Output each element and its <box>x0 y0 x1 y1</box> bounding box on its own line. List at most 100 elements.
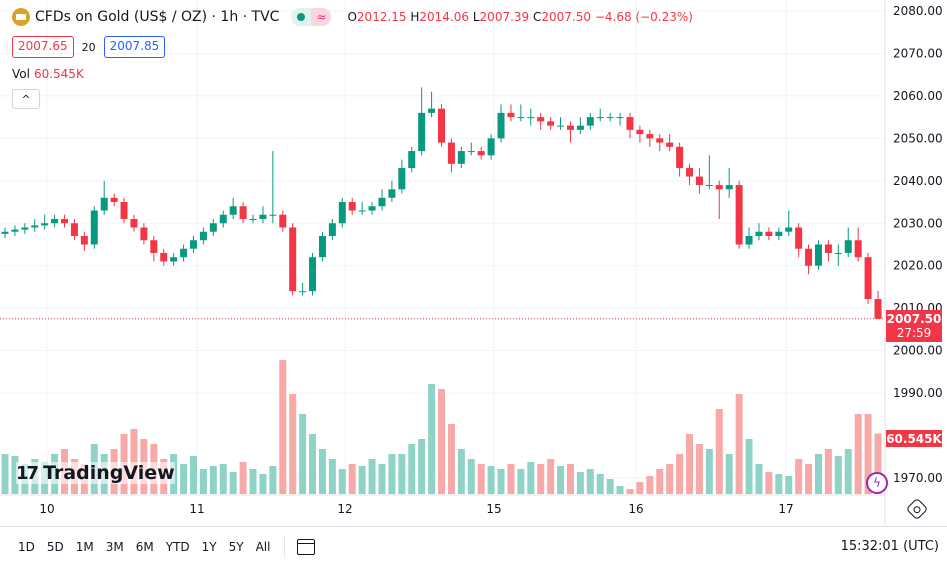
candle-body <box>457 151 465 164</box>
candle-body <box>537 117 545 122</box>
volume-bar <box>616 486 624 494</box>
symbol-title[interactable]: CFDs on Gold (US$ / OZ) · 1h · TVC <box>35 9 280 25</box>
price-tick: 2050.00 <box>893 131 943 145</box>
candle-body <box>259 214 267 220</box>
volume-bar <box>229 472 237 494</box>
market-open-icon <box>291 8 311 26</box>
price-tick: 2000.00 <box>893 344 943 358</box>
candle-body <box>170 257 178 262</box>
volume-bar <box>705 449 713 494</box>
tv-logo-icon: 17 <box>16 462 39 484</box>
time-tick: 10 <box>39 502 54 516</box>
clock[interactable]: 15:32:01 (UTC) <box>840 539 939 554</box>
candle-body <box>299 291 307 293</box>
volume-bar <box>209 466 217 494</box>
time-tick: 17 <box>778 502 793 516</box>
range-3m[interactable]: 3M <box>105 539 124 554</box>
volume-bar <box>388 454 396 494</box>
price-tick: 1970.00 <box>893 471 943 485</box>
candle-body <box>695 176 703 186</box>
volume-bar <box>487 466 495 494</box>
candle-body <box>834 252 842 254</box>
volume-bar <box>348 464 356 494</box>
price-chart[interactable]: 2080.00 2070.00 2060.00 2050.00 2040.00 2030.… <box>0 0 947 526</box>
candle-body <box>606 117 614 119</box>
volume-bar <box>874 433 882 494</box>
buy-button[interactable]: 2007.85 <box>103 36 166 58</box>
sell-button[interactable]: 2007.65 <box>12 36 74 58</box>
range-all[interactable]: All <box>255 539 271 554</box>
candle-body <box>805 248 813 266</box>
candle-body <box>735 185 743 245</box>
volume-bar <box>715 409 723 494</box>
range-1d[interactable]: 1D <box>18 539 35 554</box>
candle-body <box>398 168 406 190</box>
candle-body <box>557 125 565 127</box>
volume-bar <box>795 459 803 494</box>
high-value: 2014.06 <box>419 10 470 24</box>
status-pill[interactable]: ≈ <box>291 8 332 26</box>
candle-body <box>814 244 822 266</box>
volume-bar <box>130 429 138 494</box>
volume-label: 60.545K <box>886 432 942 446</box>
price-tick: 2020.00 <box>893 259 943 273</box>
candle-body <box>854 240 862 258</box>
volume-legend: Vol 60.545K <box>12 67 84 81</box>
candle-body <box>676 146 684 169</box>
candle-body <box>467 151 475 153</box>
collapse-legend-button[interactable]: ^ <box>12 89 40 109</box>
bottom-toolbar: 1D 5D 1M 3M 6M YTD 1Y 5Y All 15:32:01 (U… <box>0 526 947 566</box>
candle-body <box>348 202 356 211</box>
range-6m[interactable]: 6M <box>135 539 154 554</box>
candle-body <box>765 231 773 236</box>
volume-bar <box>408 444 416 494</box>
candle-body <box>438 108 445 143</box>
approx-icon: ≈ <box>311 8 332 26</box>
volume-bar <box>834 456 842 494</box>
volume-bar <box>368 459 376 494</box>
candle-body <box>140 227 148 241</box>
range-ytd[interactable]: YTD <box>165 539 190 554</box>
range-1m[interactable]: 1M <box>75 539 94 554</box>
candle-body <box>844 240 852 253</box>
calendar-icon[interactable] <box>297 538 316 555</box>
volume-bar <box>338 469 346 494</box>
tradingview-logo[interactable]: 17 TradingView <box>16 462 175 484</box>
volume-bar <box>438 389 445 494</box>
lightning-icon[interactable]: ϟ <box>866 472 888 494</box>
volume-bar <box>566 464 574 494</box>
volume-bar <box>358 466 366 494</box>
candle-body <box>51 219 59 224</box>
candle-body <box>418 112 426 152</box>
range-5y[interactable]: 5Y <box>228 539 244 554</box>
candle-body <box>547 121 555 126</box>
candle-body <box>90 210 98 245</box>
close-value: 2007.50 <box>541 10 592 24</box>
volume-bar <box>864 414 872 494</box>
candle-body <box>80 235 88 245</box>
bid-ask: 2007.65 20 2007.85 <box>12 36 166 58</box>
volume-bar <box>844 449 852 494</box>
volume-bar <box>428 384 436 494</box>
time-tick: 11 <box>189 502 204 516</box>
volume-bar <box>189 456 197 494</box>
range-1y[interactable]: 1Y <box>201 539 217 554</box>
volume-bar <box>805 464 813 494</box>
volume-bar <box>497 469 505 494</box>
price-tick: 2040.00 <box>893 174 943 188</box>
candle-body <box>61 219 69 224</box>
candle-body <box>864 257 872 300</box>
volume-bar <box>507 464 515 494</box>
change-value: −4.68 (−0.23%) <box>594 10 693 24</box>
volume-bar <box>547 459 555 494</box>
volume-bar <box>219 464 227 494</box>
candle-body <box>874 299 882 319</box>
time-axis[interactable]: 10 11 12 15 16 17 <box>39 502 793 516</box>
candle-body <box>596 117 604 119</box>
price-axis[interactable]: 2080.00 2070.00 2060.00 2050.00 2040.00 2030.… <box>893 4 943 485</box>
volume-bar <box>725 454 733 494</box>
volume-bar <box>814 454 822 494</box>
candle-body <box>507 112 515 118</box>
range-5d[interactable]: 5D <box>46 539 64 554</box>
gold-symbol-icon <box>12 8 30 26</box>
